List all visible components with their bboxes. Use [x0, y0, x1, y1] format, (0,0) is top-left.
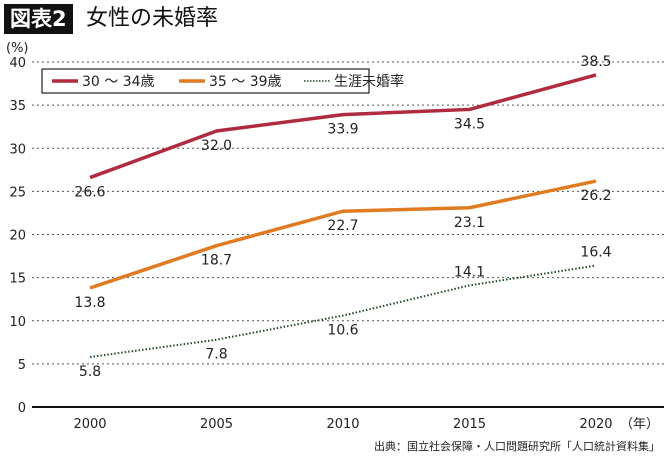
data-label: 13.8: [74, 295, 105, 311]
x-tick-label: 2005: [200, 417, 233, 432]
data-label: 23.1: [454, 215, 485, 231]
y-tick-label: 40: [9, 56, 26, 71]
legend-label: 30 ～ 34歳: [82, 74, 155, 90]
x-tick-label: 2000: [73, 417, 106, 432]
data-label: 33.9: [327, 122, 358, 138]
series-line-2: [89, 179, 597, 290]
legend-label: 35 ～ 39歳: [209, 74, 282, 90]
series-line-1: [89, 73, 597, 180]
figure-number-badge: 図表2: [4, 4, 73, 34]
y-tick-label: 25: [9, 185, 26, 200]
data-label: 10.6: [327, 323, 358, 339]
x-axis-unit: （年）: [620, 417, 659, 432]
y-axis-unit: (%): [6, 41, 29, 56]
series-line-3: [89, 264, 597, 358]
data-label: 32.0: [201, 138, 232, 154]
data-label: 38.5: [580, 54, 611, 70]
data-label: 26.2: [580, 188, 611, 204]
data-label: 7.8: [205, 347, 227, 363]
data-label: 22.7: [327, 218, 358, 234]
source-note: 出典：国立社会保障・人口問題研究所「人口統計資料集」: [374, 440, 660, 453]
y-tick-label: 5: [18, 358, 26, 373]
data-label: 26.6: [74, 185, 105, 201]
x-tick-label: 2015: [453, 417, 486, 432]
data-label: 14.1: [454, 264, 485, 280]
x-tick-label: 2020: [579, 417, 612, 432]
data-label: 5.8: [79, 364, 101, 380]
y-tick-label: 20: [9, 229, 26, 244]
chart-title: 女性の未婚率: [86, 6, 219, 31]
data-label: 34.5: [454, 116, 485, 132]
data-label: 16.4: [580, 245, 611, 261]
y-tick-label: 30: [9, 142, 26, 157]
y-tick-label: 35: [9, 99, 26, 114]
data-label: 18.7: [201, 253, 232, 269]
legend-label: 生涯未婚率: [334, 73, 404, 90]
y-tick-label: 0: [18, 401, 26, 416]
y-tick-label: 15: [9, 272, 26, 287]
x-tick-label: 2010: [326, 417, 359, 432]
y-tick-label: 10: [9, 315, 26, 330]
legend-box: [41, 68, 370, 94]
